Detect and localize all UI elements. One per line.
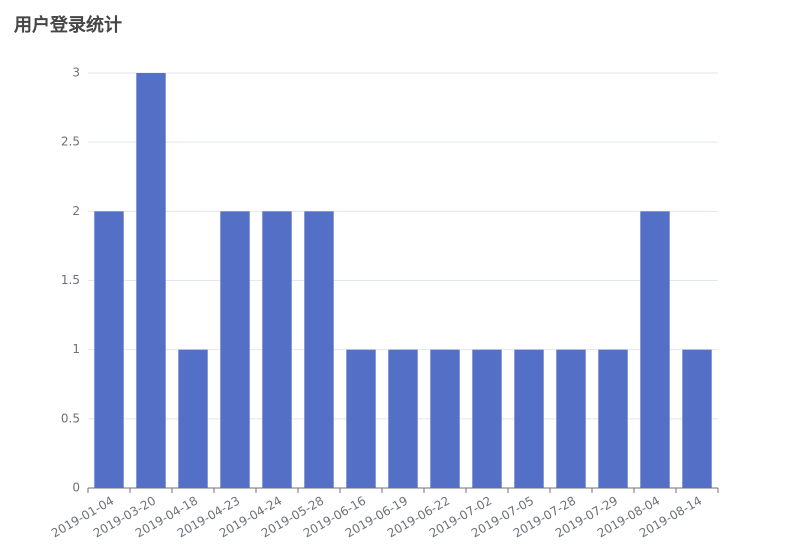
bar xyxy=(304,211,334,489)
bar xyxy=(682,349,712,488)
bar xyxy=(514,349,544,488)
bar xyxy=(220,211,250,489)
bar xyxy=(136,73,166,488)
bar xyxy=(556,349,586,488)
y-tick-label: 1 xyxy=(72,342,80,356)
y-tick-label: 2.5 xyxy=(61,135,80,149)
y-tick-label: 0.5 xyxy=(61,411,80,425)
bar xyxy=(430,349,460,488)
bar xyxy=(640,211,670,489)
y-tick-label: 0 xyxy=(72,481,80,495)
bar xyxy=(94,211,124,489)
bar xyxy=(178,349,208,488)
bar xyxy=(262,211,292,489)
bar xyxy=(472,349,502,488)
y-tick-label: 2 xyxy=(72,204,80,218)
chart-title: 用户登录统计 xyxy=(14,14,122,36)
bar xyxy=(388,349,418,488)
bar xyxy=(346,349,376,488)
y-tick-label: 1.5 xyxy=(61,273,80,287)
y-tick-label: 3 xyxy=(72,66,80,80)
bar xyxy=(598,349,628,488)
